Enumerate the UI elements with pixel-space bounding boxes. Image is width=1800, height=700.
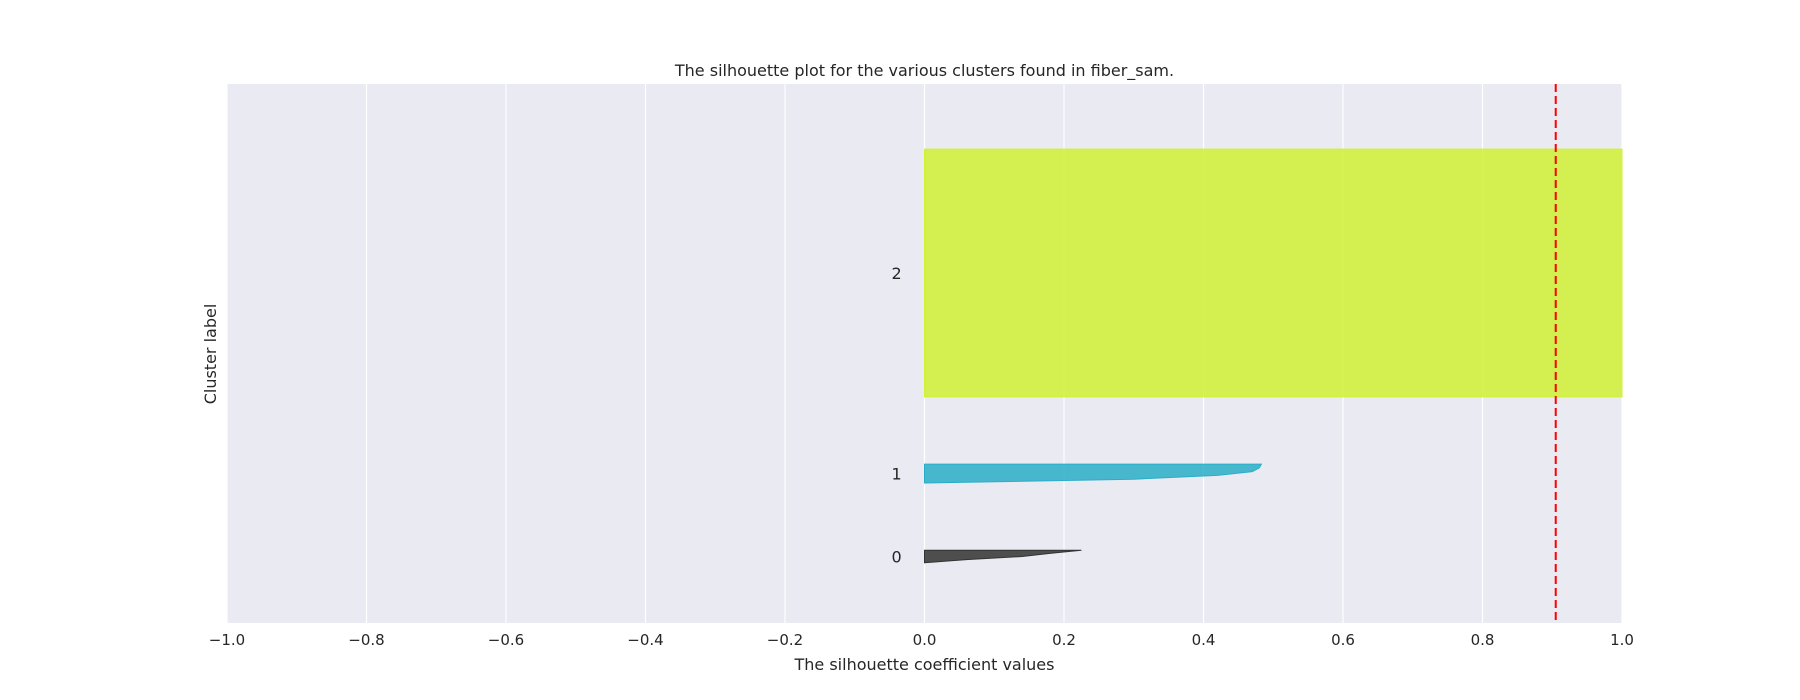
x-tick-label: 0.0 — [913, 631, 937, 649]
x-tick-label: −0.6 — [488, 631, 524, 649]
cluster-labels: 0 1 2 — [892, 264, 902, 567]
x-tick-label: 1.0 — [1610, 631, 1634, 649]
chart-title: The silhouette plot for the various clus… — [674, 61, 1174, 81]
cluster-label-0: 0 — [892, 548, 902, 567]
x-tick-label: 0.8 — [1471, 631, 1495, 649]
cluster-label-2: 2 — [892, 264, 902, 283]
cluster-2-silhouette — [924, 148, 1623, 398]
cluster-silhouettes — [924, 148, 1623, 564]
y-axis-label: Cluster label — [201, 304, 220, 405]
x-tick-label: −0.4 — [627, 631, 663, 649]
x-tick-label: −0.2 — [767, 631, 803, 649]
cluster-label-1: 1 — [892, 465, 902, 484]
x-axis-label: The silhouette coefficient values — [794, 655, 1055, 674]
x-tick-label: 0.4 — [1192, 631, 1216, 649]
x-tick-labels: −1.0 −0.8 −0.6 −0.4 −0.2 0.0 0.2 0.4 0.6 0.8 1.0 — [209, 631, 1634, 649]
cluster-1-silhouette — [924, 463, 1263, 484]
cluster-0-silhouette — [924, 549, 1082, 564]
x-tick-label: 0.2 — [1052, 631, 1076, 649]
x-tick-label: −1.0 — [209, 631, 245, 649]
x-tick-label: −0.8 — [348, 631, 384, 649]
x-tick-label: 0.6 — [1331, 631, 1355, 649]
